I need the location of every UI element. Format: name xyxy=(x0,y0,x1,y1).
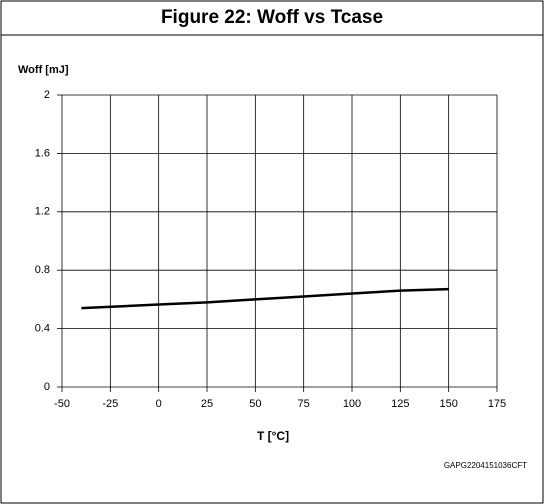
x-tick-label: 50 xyxy=(249,398,261,410)
x-tick-label: 0 xyxy=(156,398,162,410)
x-tick-label: 125 xyxy=(391,398,409,410)
x-tick-label: 100 xyxy=(343,398,361,410)
x-tick-label: -25 xyxy=(102,398,118,410)
x-tick-label: 175 xyxy=(488,398,506,410)
x-axis-label: T [°C] xyxy=(257,429,289,443)
x-tick-label: -50 xyxy=(54,398,70,410)
x-tick-label: 150 xyxy=(439,398,457,410)
y-axis-label: Woff [mJ] xyxy=(18,64,69,76)
y-tick-label: 0.8 xyxy=(35,264,50,276)
y-tick-label: 0.4 xyxy=(35,323,50,335)
y-tick-label: 1.2 xyxy=(35,206,50,218)
y-tick-label: 2 xyxy=(44,89,50,101)
y-tick-label: 1.6 xyxy=(35,147,50,159)
x-tick-label: 75 xyxy=(298,398,310,410)
y-tick-label: 0 xyxy=(44,381,50,393)
data-line xyxy=(81,287,449,310)
footnote: GAPG2204151036CFT xyxy=(444,461,527,470)
x-tick-label: 25 xyxy=(201,398,213,410)
chart-title: Figure 22: Woff vs Tcase xyxy=(161,7,383,28)
